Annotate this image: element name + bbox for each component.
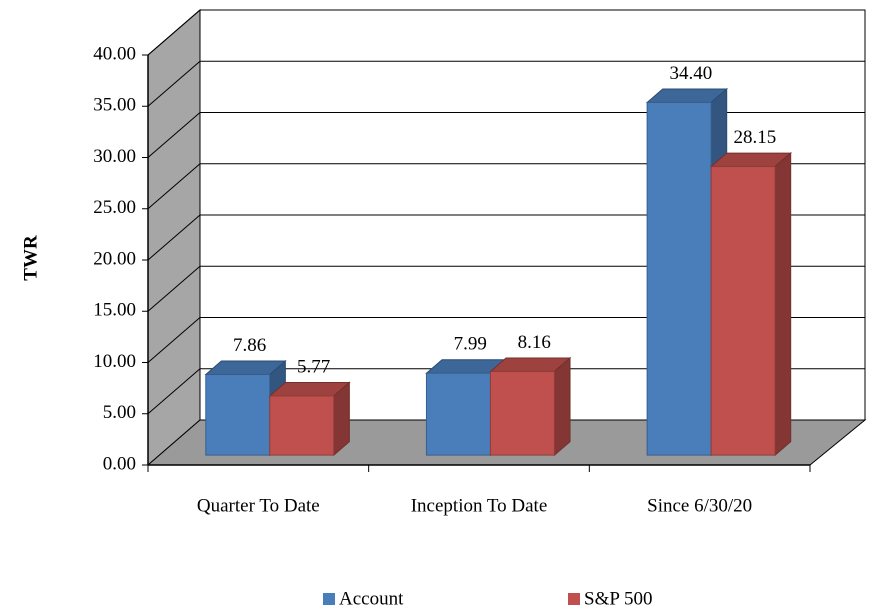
bar-side	[774, 151, 792, 457]
y-tick-label: 5.00	[103, 402, 136, 423]
grid-line	[147, 265, 201, 312]
grid-line	[147, 9, 201, 56]
y-tick-label: 25.00	[93, 197, 136, 218]
grid-line	[147, 60, 201, 107]
data-label: 28.15	[734, 127, 777, 148]
legend-label: Account	[339, 588, 404, 609]
data-label: 5.77	[297, 356, 330, 377]
legend-swatch	[568, 593, 580, 605]
data-label: 7.86	[233, 335, 266, 356]
data-label: 8.16	[518, 332, 551, 353]
grid-line	[147, 214, 201, 261]
grid-line	[147, 112, 201, 158]
y-tick-label: 40.00	[93, 43, 136, 64]
bar-side	[553, 356, 571, 457]
legend-label: S&P 500	[584, 588, 652, 609]
data-label: 34.40	[670, 63, 713, 84]
y-tick-label: 20.00	[93, 248, 136, 269]
bar	[710, 166, 776, 456]
x-tick-label: Since 6/30/20	[647, 495, 752, 516]
y-tick-label: 15.00	[93, 300, 136, 321]
bar	[205, 374, 271, 456]
x-tick-label: Quarter To Date	[197, 495, 320, 516]
bar	[269, 395, 335, 456]
y-tick-label: 10.00	[93, 351, 136, 372]
grid-line	[147, 163, 201, 210]
bar	[489, 370, 555, 456]
x-tick-label: Inception To Date	[411, 495, 548, 516]
y-axis-label: TWR	[20, 235, 41, 281]
bar-side	[333, 381, 350, 457]
grid-line	[147, 368, 201, 415]
bar	[646, 102, 712, 456]
y-tick-label: 35.00	[93, 95, 136, 116]
y-tick-label: 0.00	[103, 453, 136, 474]
grid-line	[147, 317, 201, 363]
data-label: 7.99	[454, 334, 487, 355]
y-tick-label: 30.00	[93, 146, 136, 167]
legend-swatch	[323, 593, 335, 605]
bar	[425, 372, 491, 456]
